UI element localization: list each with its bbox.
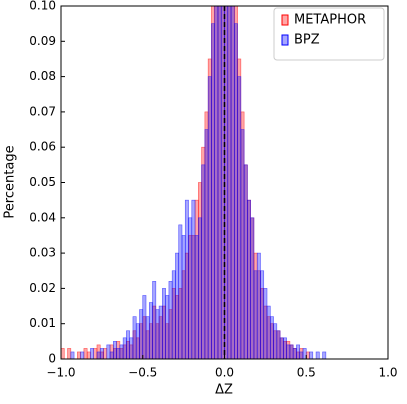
histogram-bar — [198, 217, 202, 359]
histogram-bar — [126, 330, 130, 359]
histogram-bar — [106, 344, 111, 359]
histogram-bar — [269, 316, 274, 359]
histogram-bar — [207, 76, 212, 359]
histogram-bar — [158, 305, 163, 359]
histogram-bar — [175, 252, 180, 359]
histogram-bar — [152, 281, 157, 359]
y-tick-label: 0.01 — [29, 316, 56, 330]
histogram-bar — [191, 199, 196, 359]
histogram-bar — [129, 337, 134, 359]
histogram-bar — [204, 129, 209, 359]
histogram-bar — [165, 295, 170, 359]
y-tick-label: 0.02 — [29, 281, 56, 295]
histogram-bar — [188, 217, 193, 359]
histogram-bar — [70, 351, 75, 359]
x-axis-label: ΔZ — [215, 383, 233, 398]
histogram-bar — [80, 351, 85, 359]
histogram-bar — [211, 23, 215, 359]
histogram-bar — [273, 323, 278, 359]
histogram-bar — [109, 351, 114, 359]
histogram-bar — [263, 288, 268, 359]
histogram-bar — [289, 344, 294, 359]
y-tick-label: 0.05 — [29, 175, 56, 189]
histogram-bar — [168, 281, 173, 359]
histogram-bar — [247, 199, 251, 359]
histogram-bar — [243, 164, 248, 359]
y-tick-label: 0 — [48, 352, 56, 366]
histogram-bar — [122, 337, 127, 359]
histogram-bar — [299, 351, 304, 359]
x-tick-label: −0.5 — [128, 366, 157, 380]
x-tick-label: −1.0 — [46, 366, 75, 380]
legend-box — [273, 7, 385, 61]
histogram-bar — [171, 270, 176, 359]
y-tick-label: 0.07 — [29, 104, 56, 118]
histogram-bar — [296, 344, 301, 359]
histogram-bar — [99, 348, 104, 359]
histogram-bar — [86, 351, 91, 359]
histogram-bar — [132, 316, 137, 359]
histogram-bar — [253, 270, 258, 359]
histogram-bar — [322, 351, 327, 359]
legend: METAPHOR BPZ — [273, 7, 385, 61]
legend-label: METAPHOR — [294, 13, 366, 28]
histogram-bar — [184, 199, 189, 359]
y-tick-label: 0.06 — [29, 140, 56, 154]
histogram-bar — [145, 316, 150, 359]
histogram-bar — [119, 344, 124, 359]
histogram-bar — [83, 348, 88, 359]
histogram-bar — [256, 252, 261, 359]
histogram-bar — [135, 323, 140, 359]
histogram-bar — [181, 235, 186, 359]
histogram-bar — [77, 351, 81, 359]
histogram-bar — [276, 330, 281, 359]
histogram-bar — [286, 344, 291, 359]
y-tick-label: 0.10 — [29, 0, 56, 13]
histogram-bar — [96, 351, 101, 359]
histogram-bar — [292, 348, 297, 359]
histogram-bar — [116, 348, 121, 359]
histogram-bar — [162, 288, 166, 359]
y-tick-label: 0.04 — [29, 210, 56, 224]
legend-swatch — [281, 14, 289, 26]
histogram-bar — [194, 235, 199, 359]
y-tick-label: 0.09 — [29, 34, 56, 48]
histogram-bar — [61, 348, 65, 359]
histogram-bar — [142, 295, 147, 359]
histogram-bar — [201, 164, 206, 359]
histogram-bar — [250, 217, 255, 359]
x-tick-label: 0.0 — [215, 366, 234, 380]
histogram-bar — [237, 76, 242, 359]
y-tick-label: 0.08 — [29, 69, 56, 83]
histogram-bar — [113, 341, 117, 359]
y-axis-label: Percentage — [3, 145, 18, 218]
histogram-bar — [260, 270, 265, 359]
histogram-bar — [148, 302, 153, 359]
histogram-bar — [279, 337, 284, 359]
histogram-bar — [178, 224, 183, 359]
histogram-bar — [234, 23, 238, 359]
histogram-bar — [217, 6, 222, 359]
histogram-bar — [155, 309, 160, 359]
histogram-bar — [139, 309, 144, 359]
histogram-bar — [266, 305, 271, 359]
legend-label: BPZ — [294, 33, 320, 48]
y-tick-label: 0.03 — [29, 246, 56, 260]
histogram-bar — [230, 6, 235, 359]
histogram-bar — [302, 348, 307, 359]
histogram-bar — [93, 348, 98, 359]
histogram-bar — [227, 6, 232, 359]
x-tick-label: 0.5 — [297, 366, 316, 380]
histogram-bar — [67, 348, 72, 359]
histogram-bar — [214, 6, 219, 359]
legend-swatch — [281, 34, 289, 46]
histogram-bar — [90, 348, 95, 359]
histogram-bar — [283, 337, 287, 359]
histogram-bar — [315, 351, 320, 359]
histogram-bar — [103, 348, 108, 359]
histogram-bar — [240, 129, 245, 359]
histogram-bar — [309, 351, 314, 359]
x-tick-label: 1.0 — [378, 366, 397, 380]
